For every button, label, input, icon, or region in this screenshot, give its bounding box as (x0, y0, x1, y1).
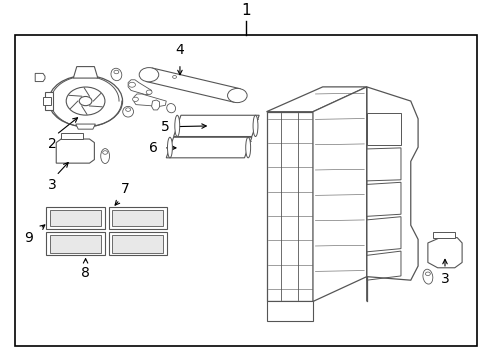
Ellipse shape (253, 115, 258, 136)
Polygon shape (173, 115, 259, 136)
Ellipse shape (167, 137, 172, 158)
Polygon shape (427, 238, 461, 268)
Polygon shape (35, 73, 45, 82)
Circle shape (146, 90, 152, 94)
Polygon shape (112, 210, 163, 226)
Polygon shape (145, 68, 240, 102)
Bar (15, 35, 476, 346)
Polygon shape (366, 251, 400, 280)
Polygon shape (366, 217, 400, 252)
Ellipse shape (150, 72, 160, 82)
Bar (42, 97, 51, 105)
Polygon shape (266, 301, 312, 321)
Ellipse shape (166, 104, 175, 113)
Polygon shape (366, 148, 400, 181)
Text: 7: 7 (121, 182, 130, 196)
Text: 6: 6 (148, 141, 157, 155)
Polygon shape (312, 87, 366, 301)
Polygon shape (366, 182, 400, 216)
Polygon shape (134, 94, 166, 107)
Polygon shape (151, 100, 159, 110)
Text: 4: 4 (175, 43, 184, 57)
Polygon shape (46, 207, 105, 229)
Circle shape (172, 76, 176, 78)
Circle shape (227, 89, 246, 103)
Ellipse shape (111, 68, 122, 81)
Polygon shape (76, 124, 95, 129)
Text: 3: 3 (48, 178, 57, 192)
Polygon shape (50, 235, 101, 252)
Polygon shape (50, 210, 101, 226)
Circle shape (66, 87, 105, 115)
Polygon shape (266, 87, 366, 112)
Polygon shape (56, 139, 94, 163)
Circle shape (153, 74, 157, 77)
Text: 3: 3 (440, 272, 448, 286)
Polygon shape (266, 112, 312, 301)
Ellipse shape (245, 137, 250, 158)
Ellipse shape (422, 269, 432, 284)
Polygon shape (73, 67, 98, 78)
Circle shape (102, 151, 107, 154)
Ellipse shape (175, 115, 179, 136)
Text: 5: 5 (161, 120, 170, 134)
Polygon shape (45, 92, 53, 110)
Bar (432, 232, 454, 238)
Polygon shape (108, 207, 167, 229)
Polygon shape (128, 80, 151, 95)
Text: 1: 1 (241, 3, 250, 18)
Text: 2: 2 (48, 137, 57, 151)
Ellipse shape (122, 107, 133, 117)
Text: 9: 9 (24, 231, 33, 245)
Polygon shape (366, 113, 400, 145)
Circle shape (114, 70, 119, 74)
Ellipse shape (168, 74, 178, 84)
Polygon shape (46, 232, 105, 255)
Circle shape (139, 68, 159, 82)
Circle shape (125, 108, 130, 111)
Circle shape (132, 97, 138, 102)
Circle shape (128, 82, 135, 87)
Ellipse shape (48, 76, 122, 127)
Text: 8: 8 (81, 266, 90, 280)
Polygon shape (112, 235, 163, 252)
Bar (61, 132, 83, 139)
Ellipse shape (101, 149, 109, 163)
Circle shape (425, 272, 429, 276)
Circle shape (79, 96, 92, 106)
Polygon shape (108, 232, 167, 255)
Polygon shape (166, 137, 251, 158)
